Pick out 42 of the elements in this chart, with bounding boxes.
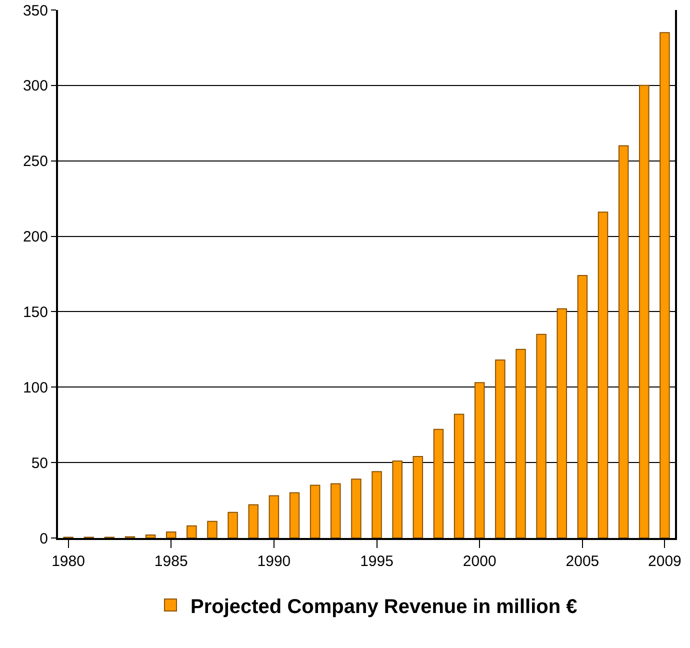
y-tick-label: 0 — [40, 530, 48, 548]
bar — [536, 334, 546, 538]
bar — [474, 382, 485, 538]
bar — [577, 275, 588, 538]
bar — [207, 520, 218, 538]
x-tick-label: 2005 — [566, 553, 600, 570]
x-tick-label: 1985 — [154, 553, 188, 570]
x-tick-label: 2000 — [462, 553, 496, 570]
y-tick-label: 200 — [22, 228, 48, 246]
x-tick-label: 2009 — [648, 553, 682, 570]
bar — [268, 495, 280, 538]
x-tick-label: 1980 — [52, 553, 85, 570]
bar — [372, 471, 382, 538]
bar — [351, 478, 362, 538]
bar — [433, 428, 444, 538]
bar — [412, 456, 424, 538]
x-tick-label: 1995 — [360, 553, 394, 570]
bar — [639, 84, 650, 538]
bar — [289, 492, 300, 538]
bar — [516, 348, 526, 538]
bar — [248, 504, 259, 538]
bar — [556, 308, 568, 538]
bar — [228, 512, 238, 538]
bar — [618, 145, 629, 538]
y-tick-label: 350 — [22, 2, 48, 20]
bar — [598, 212, 608, 538]
y-tick-label: 250 — [22, 153, 48, 170]
y-tick-label: 100 — [22, 379, 48, 396]
bar — [454, 414, 464, 538]
y-tick-label: 50 — [31, 454, 48, 472]
legend-label: Projected Company Revenue in million € — [190, 596, 578, 618]
bar — [145, 534, 156, 538]
x-tick-label: 1990 — [257, 553, 291, 570]
bar — [330, 483, 341, 538]
bar — [495, 359, 506, 538]
bar — [660, 32, 670, 538]
bar — [310, 484, 320, 538]
y-tick-label: 300 — [22, 78, 48, 95]
bar — [166, 531, 176, 538]
bar — [186, 525, 197, 538]
bar — [392, 460, 402, 538]
y-tick-label: 150 — [22, 304, 48, 321]
